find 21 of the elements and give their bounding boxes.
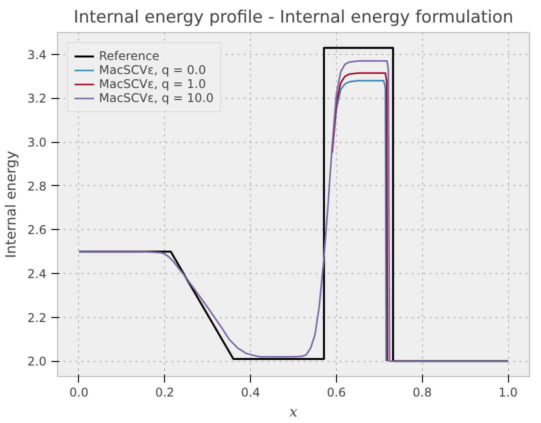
- x-tick-label: 0.4: [241, 386, 260, 400]
- x-tick-label: 0.2: [155, 386, 174, 400]
- y-tick-label: 2.8: [27, 179, 47, 194]
- y-tick-label: 3.4: [27, 48, 47, 62]
- legend-label: MacSCVε, q = 1.0: [99, 77, 206, 91]
- y-tick-label: 2.0: [27, 354, 47, 369]
- y-tick-label: 2.4: [27, 267, 47, 282]
- y-tick-label: 3.2: [27, 92, 47, 106]
- y-tick-label: 2.2: [27, 310, 47, 325]
- y-axis-title: Internal energy: [3, 150, 20, 258]
- x-axis-title: x: [290, 404, 298, 420]
- legend-label: MacSCVε, q = 0.0: [99, 63, 206, 77]
- x-tick-label: 1.0: [498, 386, 518, 400]
- legend-label: MacSCVε, q = 10.0: [99, 91, 214, 105]
- x-tick-label: 0.6: [326, 386, 346, 400]
- y-tick-label: 2.6: [27, 223, 47, 238]
- chart-title: Internal energy profile - Internal energy formulation: [74, 8, 514, 28]
- x-tick-label: 0.8: [412, 386, 432, 400]
- legend-label: Reference: [99, 49, 160, 63]
- x-tick-label: 0.0: [69, 386, 89, 400]
- y-tick-label: 3.0: [27, 136, 47, 150]
